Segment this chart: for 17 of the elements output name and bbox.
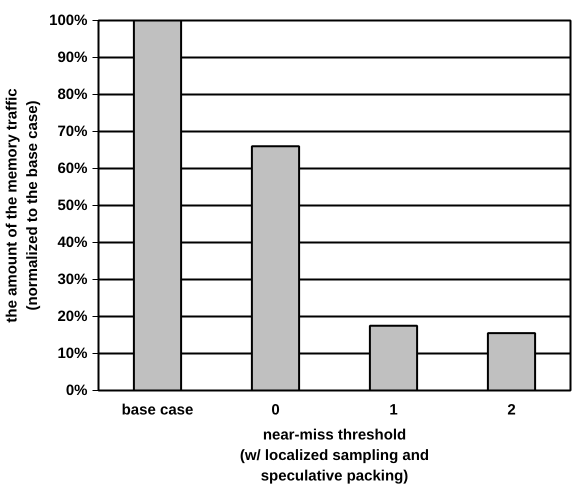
- x-axis-title: near-miss threshold (w/ localized sampling and speculative packing): [240, 426, 430, 484]
- y-tick-label: 30%: [57, 271, 88, 288]
- y-tick-label: 40%: [57, 234, 88, 251]
- y-axis-title: the amount of the memory traffic (normalized to the base case): [4, 88, 42, 323]
- y-tick-label: 60%: [57, 160, 88, 177]
- y-tick-label: 10%: [57, 345, 88, 362]
- x-tick-label: 1: [389, 402, 398, 418]
- y-tick-label: 90%: [57, 49, 88, 66]
- y-tick-label: 80%: [57, 86, 88, 103]
- x-tick-label: 0: [271, 402, 280, 418]
- x-tick-label: 2: [507, 402, 516, 418]
- y-tick-label: 50%: [57, 197, 88, 214]
- y-tick-label: 0%: [66, 382, 88, 399]
- y-tick-label: 70%: [57, 123, 88, 140]
- y-tick-label: 20%: [57, 308, 88, 325]
- x-tick-label: base case: [122, 402, 194, 418]
- y-tick-label: 100%: [49, 12, 88, 29]
